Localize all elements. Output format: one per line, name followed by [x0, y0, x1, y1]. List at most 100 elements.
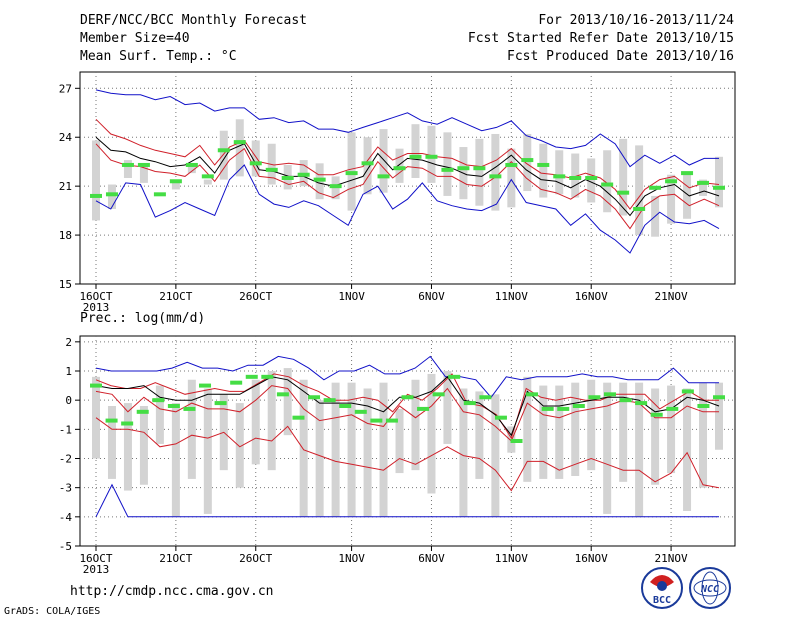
x-tick-label: 1NOV: [338, 552, 365, 565]
x-tick-label: 1NOV: [338, 290, 365, 303]
x-tick-label: 16NOV: [575, 290, 608, 303]
obs-marker: [713, 185, 725, 190]
source-url[interactable]: http://cmdp.ncc.cma.gov.cn: [70, 584, 274, 599]
y-tick-label: -4: [59, 511, 73, 524]
spread-bar: [635, 145, 644, 236]
variable-label-prec: Prec.: log(mm/d): [80, 311, 205, 326]
obs-marker: [152, 398, 165, 403]
y-tick-label: 15: [59, 278, 72, 291]
spread-bar: [555, 150, 564, 195]
spread-bar: [507, 148, 516, 208]
x-tick-label: 6NOV: [418, 552, 445, 565]
obs-marker: [385, 418, 398, 423]
obs-marker: [635, 401, 648, 406]
obs-marker: [603, 392, 616, 397]
grads-credit: GrADS: COLA/IGES: [4, 606, 100, 617]
obs-marker: [649, 185, 662, 190]
obs-marker: [217, 148, 230, 153]
ncc-logo-text: NCC: [700, 584, 719, 595]
obs-marker: [354, 409, 367, 414]
spread-bar: [347, 382, 356, 517]
obs-marker: [401, 395, 414, 400]
obs-marker: [417, 406, 430, 411]
obs-marker: [261, 374, 274, 379]
plot-frame: [79, 335, 736, 547]
x-tick-label: 21NOV: [655, 290, 688, 303]
obs-marker: [183, 406, 196, 411]
obs-marker: [345, 171, 358, 176]
spread-bar: [235, 403, 244, 488]
obs-marker: [136, 409, 149, 414]
spread-bar: [123, 160, 132, 178]
obs-marker: [441, 167, 454, 172]
member-size-label: Member Size=40: [80, 31, 190, 46]
spread-bar: [667, 174, 676, 224]
bcc-logo-text: BCC: [653, 595, 671, 606]
obs-marker: [526, 392, 539, 397]
obs-marker: [393, 166, 406, 171]
obs-marker: [537, 162, 550, 167]
spread-bar: [555, 385, 564, 479]
spread-bar: [139, 163, 148, 183]
ncc-logo: NCC: [689, 567, 731, 609]
obs-marker: [681, 389, 694, 394]
obs-marker: [370, 418, 383, 423]
obs-marker: [494, 415, 507, 420]
spread-bar: [699, 382, 708, 488]
y-tick-label: 21: [59, 180, 72, 193]
obs-marker: [569, 176, 582, 180]
obs-marker: [585, 176, 598, 180]
spread-bar: [603, 382, 612, 514]
y-tick-label: -5: [59, 540, 72, 553]
spread-bar: [443, 371, 452, 444]
obs-marker: [521, 158, 534, 163]
x-tick-label: 16OCT: [79, 552, 112, 565]
spread-bar: [171, 182, 180, 190]
obs-marker: [276, 392, 289, 397]
x-tick-label: 16OCT: [79, 290, 112, 303]
obs-marker: [541, 406, 554, 411]
spread-bar: [619, 138, 628, 216]
obs-marker: [489, 174, 502, 179]
obs-marker: [666, 406, 679, 411]
chart-title: DERF/NCC/BCC Monthly Forecast: [80, 13, 307, 28]
spread-bar: [715, 382, 723, 450]
obs-marker: [169, 179, 182, 184]
series-max-line: [95, 355, 719, 399]
obs-marker: [409, 154, 422, 159]
spread-bar: [395, 148, 404, 183]
obs-marker: [681, 171, 694, 176]
obs-marker: [665, 179, 678, 184]
spread-bar: [187, 379, 196, 479]
forecast-period-label: For 2013/10/16-2013/11/24: [538, 13, 734, 28]
spread-bar: [619, 382, 628, 482]
x-year-label: 2013: [83, 563, 110, 576]
produced-date-label: Fcst Produced Date 2013/10/16: [507, 49, 734, 64]
spread-bar: [459, 388, 468, 517]
spread-bar: [379, 129, 388, 193]
spread-bar: [587, 158, 596, 203]
spread-bar: [363, 388, 372, 517]
y-tick-label: 0: [65, 394, 72, 407]
obs-marker: [557, 406, 570, 411]
spread-bar: [283, 368, 292, 436]
y-tick-label: -2: [59, 453, 72, 466]
obs-marker: [572, 404, 585, 408]
spread-bar: [251, 379, 260, 465]
series-p10-line: [95, 385, 719, 442]
spread-bar: [331, 382, 340, 517]
spread-bar: [475, 391, 484, 479]
x-tick-label: 6NOV: [418, 290, 445, 303]
spread-bar: [107, 406, 116, 479]
y-tick-label: 2: [65, 336, 72, 349]
spread-bar: [92, 376, 100, 459]
x-year-label: 2013: [83, 301, 110, 314]
obs-marker: [473, 166, 486, 171]
obs-marker: [153, 192, 166, 197]
obs-marker: [329, 184, 342, 189]
y-tick-label: 24: [59, 131, 73, 144]
y-tick-label: 1: [65, 365, 72, 378]
obs-marker: [249, 161, 262, 166]
spread-bar: [187, 163, 196, 174]
obs-marker: [479, 395, 492, 400]
